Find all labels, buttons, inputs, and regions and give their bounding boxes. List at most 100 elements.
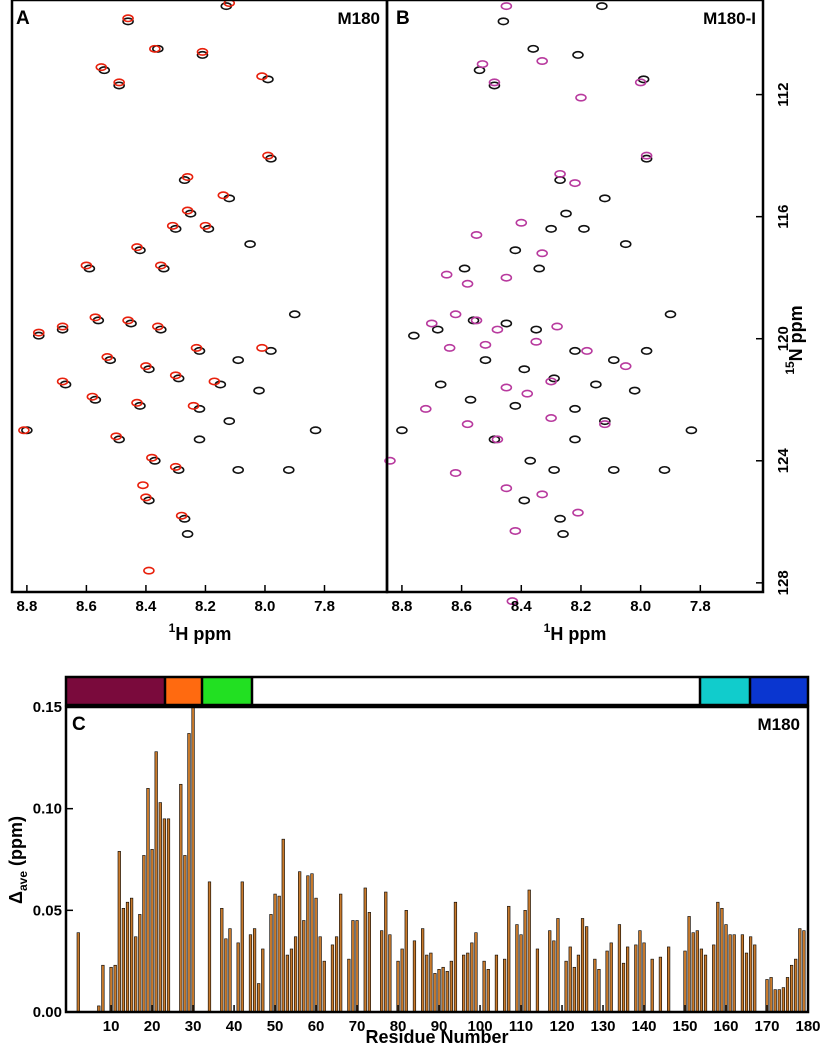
- bar: [449, 960, 453, 1013]
- peak: [491, 435, 504, 444]
- peak: [479, 340, 492, 349]
- domain-segment: [750, 677, 808, 705]
- peak: [140, 493, 152, 502]
- peak: [449, 468, 462, 477]
- peak: [181, 206, 194, 215]
- bar: [146, 788, 150, 1013]
- bar: [486, 968, 490, 1013]
- domain-segment: [66, 677, 165, 705]
- peak: [545, 224, 557, 233]
- bar: [695, 930, 699, 1013]
- peak: [664, 310, 677, 319]
- bar: [404, 910, 408, 1013]
- label-text: N ppm: [786, 305, 806, 361]
- bar: [749, 936, 753, 1013]
- plot-frame: [385, 0, 765, 594]
- bar: [257, 983, 261, 1013]
- x-tick-label: 8.2: [195, 598, 216, 615]
- bar: [724, 924, 728, 1013]
- panel-title: M180: [337, 9, 380, 28]
- peak: [658, 465, 671, 474]
- peak: [56, 325, 69, 334]
- peak: [419, 404, 432, 413]
- peak: [18, 426, 30, 435]
- peak: [685, 426, 698, 435]
- peak: [169, 462, 182, 471]
- bar: [351, 920, 355, 1013]
- bar: [236, 942, 240, 1013]
- peak: [530, 325, 543, 334]
- bar: [576, 954, 581, 1013]
- bar: [289, 948, 294, 1013]
- bar: [605, 950, 609, 1013]
- bar: [798, 928, 802, 1013]
- bar: [691, 932, 695, 1013]
- peak: [384, 456, 396, 465]
- bar: [191, 706, 195, 1013]
- peak: [208, 377, 221, 386]
- peak: [619, 362, 632, 371]
- peak: [557, 530, 569, 539]
- peak: [536, 249, 548, 258]
- peak: [509, 246, 522, 255]
- bar: [248, 934, 253, 1013]
- bar: [207, 881, 212, 1013]
- y-tick-label: 120: [775, 326, 792, 351]
- peak: [533, 264, 545, 273]
- plot-frame: [64, 705, 810, 1014]
- peak: [518, 496, 531, 505]
- bar: [634, 944, 638, 1013]
- x-tick-label: 110: [509, 1018, 533, 1035]
- bar: [564, 960, 568, 1013]
- peak: [56, 322, 69, 331]
- bar: [523, 910, 527, 1013]
- peak: [256, 72, 268, 81]
- bar: [687, 916, 691, 1013]
- peak: [640, 151, 653, 160]
- x-tick-label: 7.8: [690, 598, 711, 615]
- bar: [101, 964, 105, 1013]
- bar: [626, 946, 630, 1013]
- peak: [193, 435, 206, 444]
- bar: [482, 960, 486, 1013]
- bar: [802, 930, 806, 1013]
- peak: [113, 81, 125, 90]
- bar: [773, 989, 777, 1013]
- peak: [32, 331, 45, 340]
- superscript: 15: [783, 361, 797, 375]
- peak: [434, 380, 447, 389]
- bar: [790, 964, 794, 1013]
- bar: [224, 938, 228, 1013]
- bar: [285, 954, 289, 1013]
- bar: [421, 928, 425, 1013]
- x-tick-label: 150: [673, 1018, 698, 1035]
- domain-segment: [700, 677, 750, 705]
- panel-title: M180: [757, 715, 800, 734]
- bar: [183, 855, 187, 1013]
- peak: [440, 270, 453, 279]
- bar: [621, 962, 626, 1013]
- bar: [781, 987, 786, 1013]
- bar: [134, 936, 138, 1013]
- peak: [253, 386, 265, 395]
- label-symbol: Δ: [6, 891, 26, 904]
- label-text: H ppm: [175, 624, 231, 644]
- peak: [131, 243, 143, 252]
- bar: [252, 928, 257, 1013]
- bar: [716, 901, 720, 1013]
- bar: [753, 944, 757, 1013]
- x-tick-label: 170: [754, 1018, 779, 1035]
- y-tick-label: 0.15: [33, 699, 62, 716]
- bar: [367, 912, 371, 1013]
- bar: [642, 942, 646, 1013]
- x-tick-label: 160: [713, 1018, 738, 1035]
- peak: [599, 420, 611, 429]
- bar: [519, 934, 523, 1013]
- bar: [585, 926, 589, 1013]
- peak: [569, 404, 581, 413]
- peak: [470, 230, 483, 239]
- bar: [507, 905, 511, 1013]
- x-tick-label: 8.8: [391, 598, 412, 615]
